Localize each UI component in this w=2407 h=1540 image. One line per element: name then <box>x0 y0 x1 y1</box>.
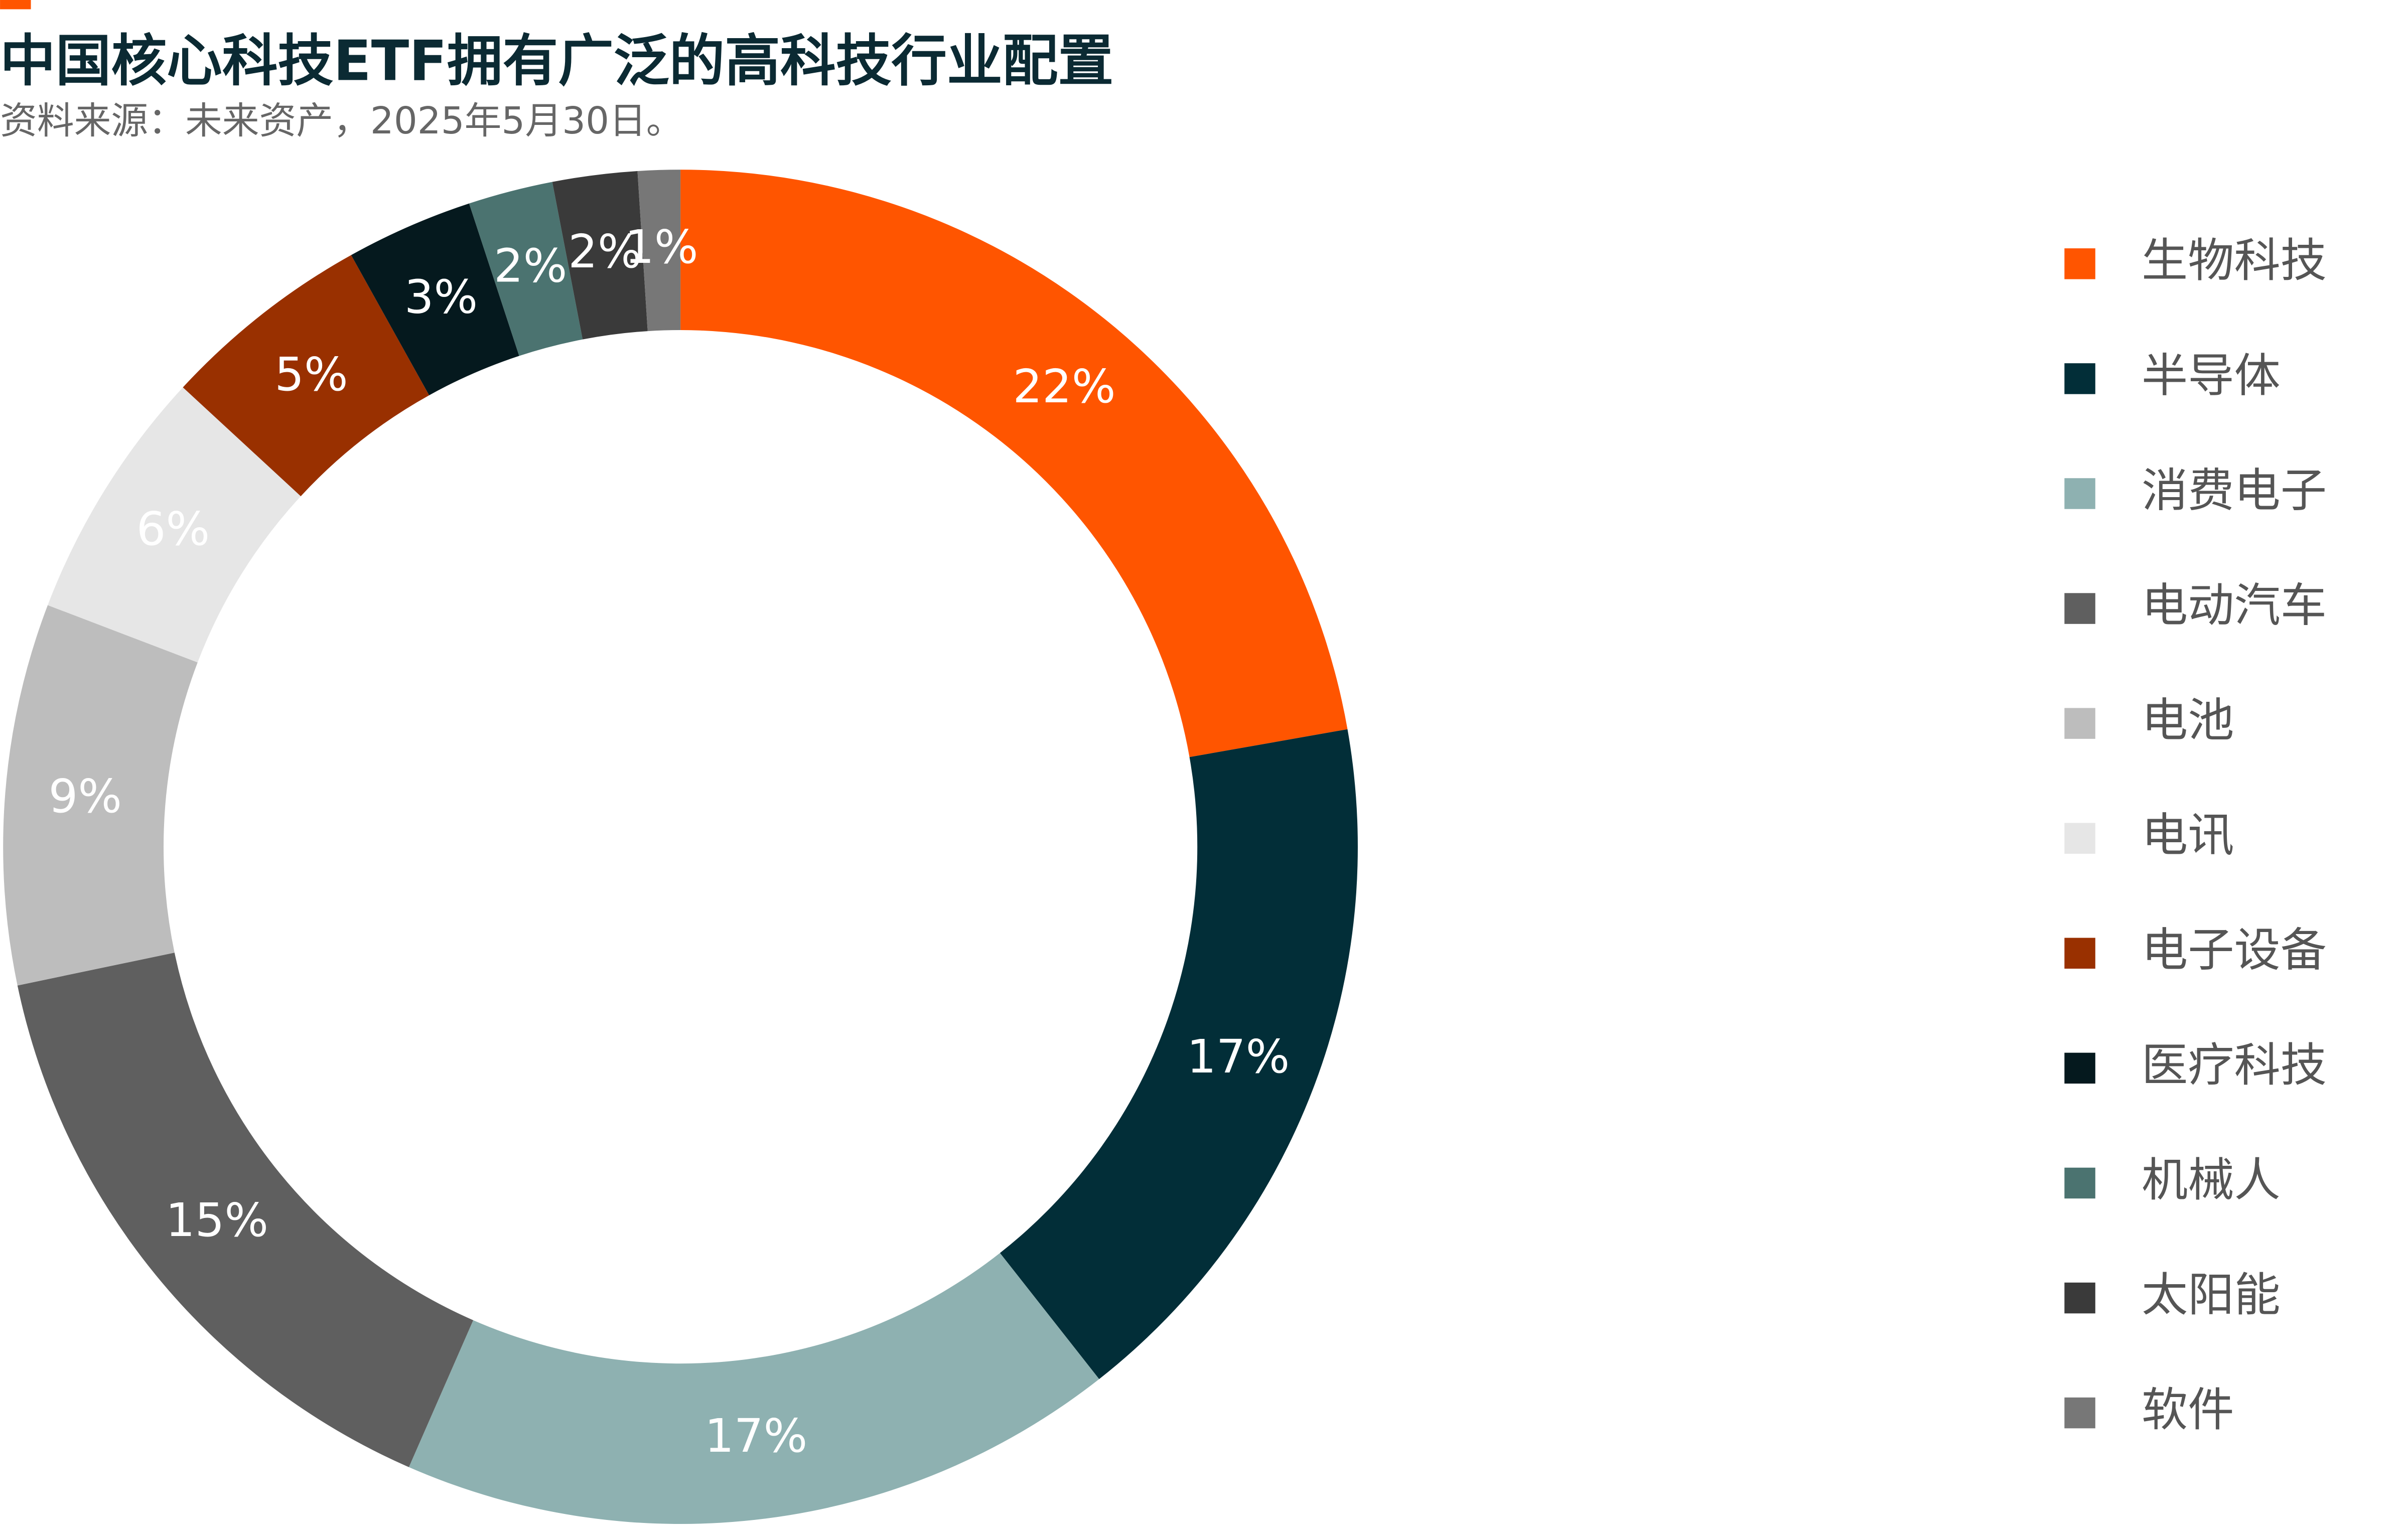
legend-label: 机械人 <box>2142 1153 2281 1207</box>
donut-slice <box>17 953 474 1467</box>
legend-label: 电讯 <box>2142 808 2234 862</box>
donut-slice <box>408 1253 1099 1524</box>
value-label: 22% <box>1013 359 1116 413</box>
donut-slice <box>48 387 301 663</box>
donut-slice <box>469 182 583 356</box>
donut-slice <box>680 170 1348 757</box>
legend-swatch <box>2064 708 2095 739</box>
legend-swatch <box>2064 938 2095 969</box>
legend-swatch <box>2064 1282 2095 1314</box>
legend-swatch <box>2064 478 2095 509</box>
value-label: 2% <box>494 239 567 293</box>
legend-swatch <box>2064 1397 2095 1429</box>
donut-slice <box>183 255 430 497</box>
legend-label: 太阳能 <box>2142 1268 2281 1322</box>
donut-slice <box>637 170 681 332</box>
value-label: 17% <box>704 1409 807 1463</box>
legend-swatch <box>2064 1052 2095 1084</box>
legend-swatch <box>2064 248 2095 279</box>
chart-subtitle: 资料来源：未来资产，2025年5月30日。 <box>0 100 683 142</box>
legend-label: 消费电子 <box>2142 463 2327 517</box>
legend-swatch <box>2064 1167 2095 1199</box>
accent-bar <box>0 0 31 10</box>
value-label: 9% <box>49 769 122 823</box>
donut-slice <box>552 171 648 340</box>
legend-label: 软件 <box>2142 1382 2234 1437</box>
value-label: 5% <box>274 347 348 401</box>
legend-swatch <box>2064 363 2095 394</box>
legend-label: 半导体 <box>2142 348 2281 402</box>
value-label: 6% <box>136 502 210 556</box>
legend-label: 电子设备 <box>2142 923 2327 977</box>
legend-label: 电池 <box>2142 693 2234 747</box>
value-label: 17% <box>1187 1029 1290 1084</box>
value-label: 1% <box>625 220 698 274</box>
value-label: 15% <box>166 1193 268 1247</box>
legend-label: 电动汽车 <box>2142 578 2327 632</box>
donut-slice <box>1000 729 1358 1379</box>
donut-slice <box>351 203 519 395</box>
legend-label: 医疗科技 <box>2142 1038 2327 1092</box>
chart-title: 中国核心科技ETF拥有广泛的高科技行业配置 <box>0 29 1113 93</box>
legend-swatch <box>2064 593 2095 624</box>
value-label: 3% <box>404 269 478 324</box>
value-label: 2% <box>568 224 641 278</box>
legend-swatch <box>2064 823 2095 854</box>
legend-label: 生物科技 <box>2142 233 2327 287</box>
donut-slice <box>3 605 198 986</box>
